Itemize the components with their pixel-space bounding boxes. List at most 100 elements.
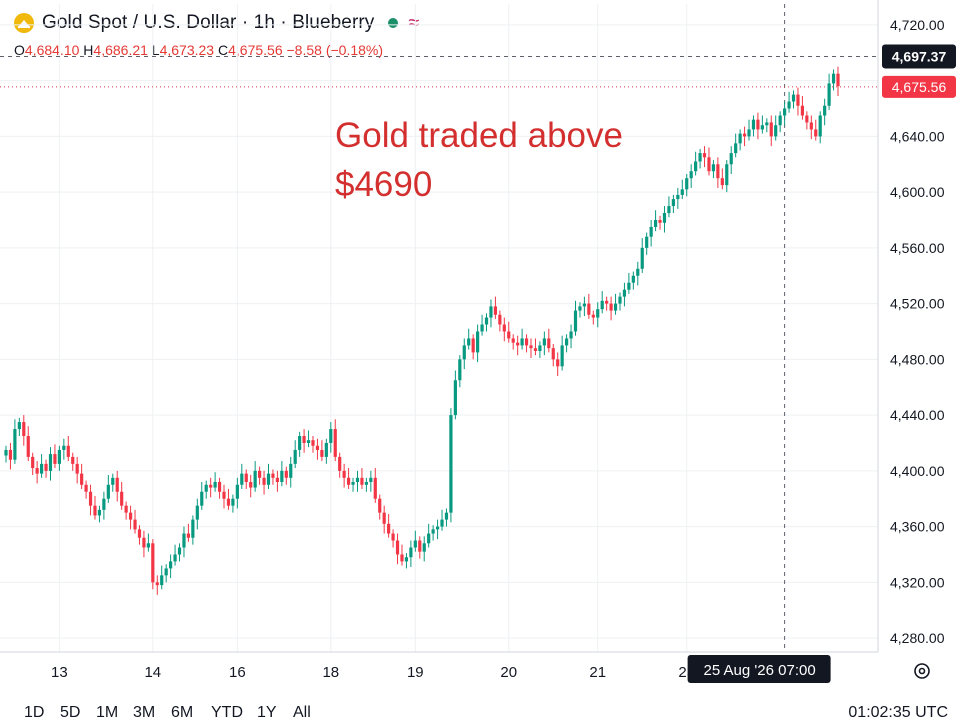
candle-body xyxy=(275,477,280,482)
candle-body xyxy=(106,484,110,499)
wave-icon[interactable]: ≈ xyxy=(408,12,420,34)
candle-body xyxy=(329,429,333,443)
candle-body xyxy=(520,338,524,346)
candle-body xyxy=(266,473,271,485)
candle-body xyxy=(88,491,93,506)
candle-body xyxy=(596,309,600,318)
settings-icon[interactable] xyxy=(911,660,933,682)
candle-body xyxy=(814,129,818,137)
range-1m-button[interactable]: 1M xyxy=(96,704,119,721)
candle-body xyxy=(97,509,102,516)
candle-body xyxy=(809,122,813,130)
candle-body xyxy=(564,338,569,346)
candle-body xyxy=(609,303,613,311)
candle-body xyxy=(306,440,311,443)
candle-body xyxy=(284,470,288,478)
time-tick-label: 16 xyxy=(229,664,246,681)
candle-body xyxy=(622,289,627,297)
candle-body xyxy=(311,440,315,446)
candle-body xyxy=(734,143,738,154)
candle-body xyxy=(164,568,168,576)
candle-body xyxy=(71,456,75,464)
candle-body xyxy=(373,477,377,499)
candle-body xyxy=(582,303,586,307)
high-value: 4,686.21 xyxy=(93,42,148,58)
candle-body xyxy=(680,189,684,195)
price-chart[interactable]: 4,720.004,680.004,640.004,600.004,560.00… xyxy=(0,0,960,700)
candle-body xyxy=(831,73,836,84)
candle-body xyxy=(315,445,320,450)
candle-body xyxy=(676,194,680,200)
candle-body xyxy=(195,505,199,520)
time-tick-label: 21 xyxy=(589,664,606,681)
candle-body xyxy=(111,477,115,485)
annotation-line-2: $4690 xyxy=(335,165,432,204)
change-value: −8.58 (−0.18%) xyxy=(286,42,384,58)
candle-body xyxy=(498,314,502,325)
candle-body xyxy=(649,226,653,237)
range-3m-button[interactable]: 3M xyxy=(133,704,156,721)
candle-body xyxy=(293,449,297,464)
candle-body xyxy=(173,554,177,562)
candle-body xyxy=(778,115,782,126)
candle-body xyxy=(516,342,520,346)
candle-body xyxy=(462,345,466,360)
open-key: O xyxy=(14,42,25,58)
candle-body xyxy=(671,199,675,207)
candle-body xyxy=(364,481,368,485)
candle-body xyxy=(413,540,417,548)
price-axis[interactable]: 4,720.004,680.004,640.004,600.004,560.00… xyxy=(882,17,956,646)
candle-body xyxy=(435,526,440,530)
range-1d-button[interactable]: 1D xyxy=(24,704,45,721)
candle-body xyxy=(418,540,422,552)
candle-body xyxy=(324,442,328,457)
candle-body xyxy=(249,481,253,488)
candle-body xyxy=(547,338,551,349)
candle-body xyxy=(137,529,142,538)
candle-body xyxy=(453,380,457,416)
candle-body xyxy=(133,519,137,530)
candle-body xyxy=(689,171,693,179)
candle-body xyxy=(440,519,444,527)
low-value: 4,673.23 xyxy=(159,42,215,58)
ohlc-legend: O4,684.10 H4,686.21 L4,673.23 C4,675.56 … xyxy=(14,42,383,58)
candle-body xyxy=(191,519,195,538)
candle-body xyxy=(289,463,293,478)
candle-body xyxy=(62,445,66,450)
candle-body xyxy=(93,505,97,516)
candle-body xyxy=(84,484,88,492)
candle-body xyxy=(378,498,382,513)
range-1y-button[interactable]: 1Y xyxy=(257,704,277,721)
candle-body xyxy=(471,338,475,353)
range-5d-button[interactable]: 5D xyxy=(60,704,81,721)
candle-body xyxy=(142,537,146,548)
candle-body xyxy=(827,83,831,106)
annotation-line-1: Gold traded above xyxy=(335,116,623,155)
candle-body xyxy=(338,456,342,471)
candle-body xyxy=(395,540,400,555)
chart-header: Gold Spot / U.S. Dollar · 1h · Blueberry… xyxy=(14,10,419,36)
candle-body xyxy=(720,178,724,186)
candle-body xyxy=(476,331,480,353)
candle-body xyxy=(458,359,462,381)
candle-body xyxy=(787,101,791,109)
candle-body xyxy=(262,477,266,485)
time-axis[interactable]: 13 14 16 18 19 20 21 23 25 Aug '26 07:00 xyxy=(51,655,831,683)
candle-body xyxy=(222,491,226,499)
candle-body xyxy=(742,133,747,137)
candle-body xyxy=(355,477,360,482)
range-ytd-button[interactable]: YTD xyxy=(211,704,243,721)
symbol-title[interactable]: Gold Spot / U.S. Dollar · 1h · Blueberry xyxy=(42,12,375,33)
price-tick-label: 4,480.00 xyxy=(890,351,945,367)
range-6m-button[interactable]: 6M xyxy=(171,704,194,721)
candle-body xyxy=(760,125,764,130)
candle-body xyxy=(493,306,498,315)
utc-clock[interactable]: 01:02:35 UTC xyxy=(848,704,948,721)
candle-body xyxy=(658,220,662,223)
candle-body xyxy=(39,463,44,474)
crosshair-time-box xyxy=(687,655,831,683)
range-all-button[interactable]: All xyxy=(293,704,311,721)
candle-body xyxy=(22,422,26,436)
candle-body xyxy=(17,422,21,430)
candle-body xyxy=(551,348,555,360)
